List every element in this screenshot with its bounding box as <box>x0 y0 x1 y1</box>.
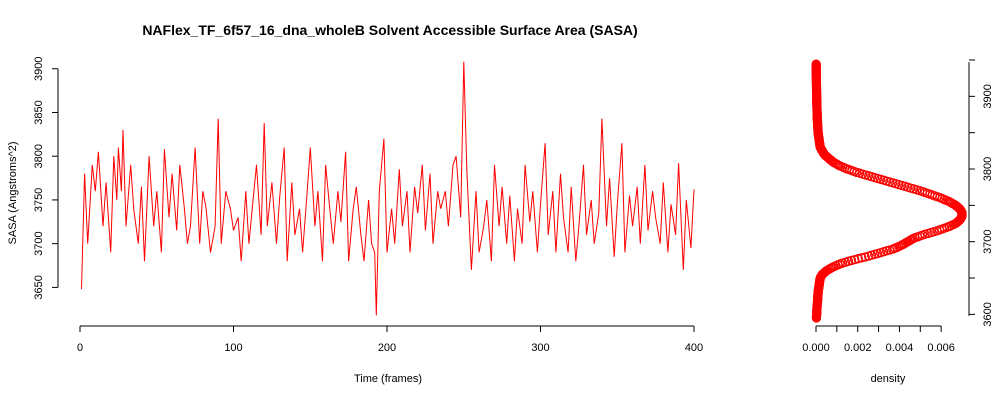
x-tick-label: 200 <box>378 342 396 354</box>
y-tick-label: 3700 <box>33 231 45 255</box>
main-chart-plot <box>81 61 695 316</box>
y-tick-label: 3850 <box>33 100 45 124</box>
density-y-tick-label: 3800 <box>982 157 994 181</box>
density-y-tick-label: 3600 <box>982 302 994 326</box>
density-x-tick-label: 0.002 <box>844 342 872 354</box>
density-chart-axes: 0.000 0.002 0.004 0.006 3600 3700 3800 3900 <box>802 59 994 354</box>
y-axis-label: SASA (Angstroms^2) <box>7 142 19 245</box>
chart-title: NAFlex_TF_6f57_16_dna_wholeB Solvent Acc… <box>142 22 637 38</box>
main-chart-axes: 0 100 200 300 400 3650 3700 3750 3800 3850 3900 <box>33 57 703 354</box>
density-x-tick-label: 0.000 <box>802 342 830 354</box>
density-point <box>853 254 863 264</box>
density-x-tick-label: 0.004 <box>886 342 914 354</box>
density-x-axis-label: density <box>871 373 906 385</box>
density-point <box>857 253 867 263</box>
density-x-tick-label: 0.006 <box>927 342 955 354</box>
x-axis-label: Time (frames) <box>354 373 422 385</box>
x-tick-label: 300 <box>531 342 549 354</box>
density-chart-plot <box>811 59 967 323</box>
density-point <box>811 59 821 69</box>
x-tick-label: 100 <box>224 342 242 354</box>
y-tick-label: 3750 <box>33 188 45 212</box>
x-tick-label: 0 <box>77 342 83 354</box>
y-tick-label: 3900 <box>33 57 45 81</box>
y-tick-label: 3800 <box>33 144 45 168</box>
density-y-tick-label: 3700 <box>982 229 994 253</box>
density-point <box>850 254 860 265</box>
sasa-series-line <box>81 61 695 316</box>
y-tick-label: 3650 <box>33 275 45 299</box>
x-tick-label: 400 <box>685 342 703 354</box>
density-y-tick-label: 3900 <box>982 84 994 108</box>
